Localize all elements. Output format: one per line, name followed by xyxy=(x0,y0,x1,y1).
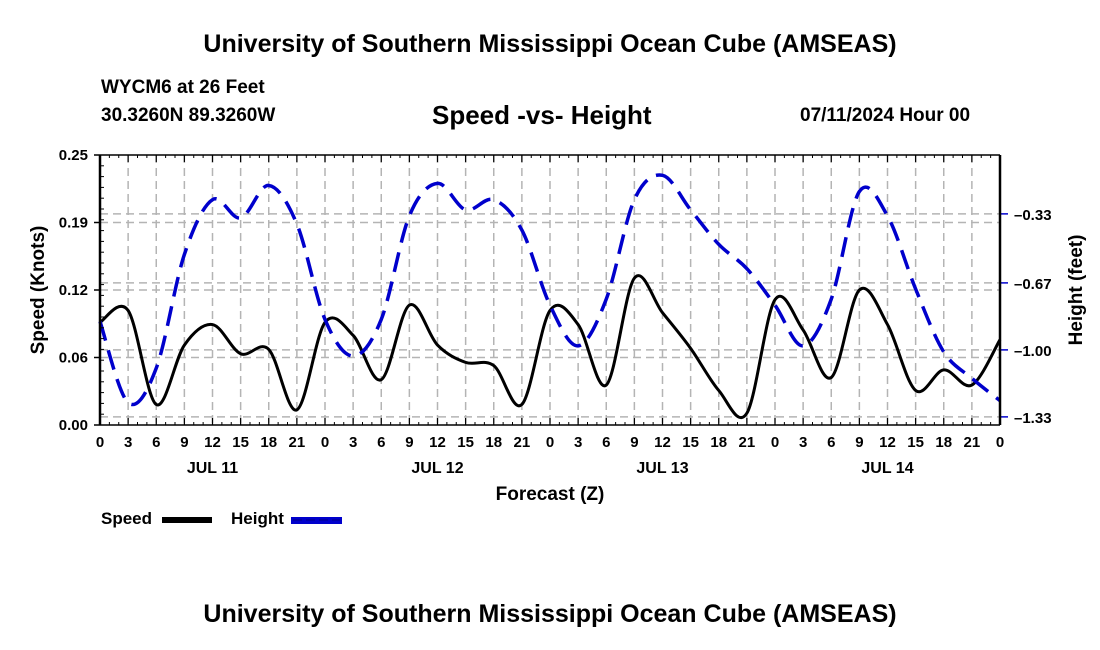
y-tick-label: 0.25 xyxy=(59,147,88,164)
legend-height-swatch xyxy=(291,517,342,524)
x-tick-label: 6 xyxy=(377,434,385,451)
x-tick-label: 0 xyxy=(321,434,329,451)
y-tick-label: 0.00 xyxy=(59,417,88,434)
y2-tick-label: –0.33 xyxy=(1014,207,1052,224)
x-tick-label: 21 xyxy=(964,434,981,451)
legend xyxy=(162,517,342,524)
plot-frame: 0 3 6 9 12 15 18 21 0 3 6 9 12 15 18 21 0 3 6 9 12 15 18 21 0 3 6 9… xyxy=(59,147,1052,477)
axis-labels: Forecast (Z) Speed (Knots) Height (feet) xyxy=(28,226,1087,505)
x-tick-label: 18 xyxy=(260,434,277,451)
series xyxy=(98,173,1002,419)
x-tick-label: 21 xyxy=(514,434,531,451)
y-tick-label: 0.12 xyxy=(59,282,88,299)
series-line-speed xyxy=(99,274,1002,419)
x-tick-label: 3 xyxy=(124,434,132,451)
x-tick-label: 12 xyxy=(654,434,671,451)
y-axis-title: Speed (Knots) xyxy=(28,226,49,355)
legend-speed-label: Speed xyxy=(101,509,153,528)
x-tick-label: 9 xyxy=(630,434,638,451)
x-tick-label: 15 xyxy=(232,434,249,451)
x-tick-label: 15 xyxy=(907,434,924,451)
x-tick-label: 21 xyxy=(739,434,756,451)
x-tick-label: 15 xyxy=(457,434,474,451)
x-tick-label: 15 xyxy=(682,434,699,451)
x-tick-label: 9 xyxy=(405,434,413,451)
x-axis-title: Forecast (Z) xyxy=(496,484,605,505)
x-tick-label: 0 xyxy=(546,434,554,451)
legend-height-label: Height xyxy=(231,509,284,528)
footer-title: University of Southern Mississippi Ocean… xyxy=(203,600,897,628)
y2-tick-label: –0.67 xyxy=(1014,276,1052,293)
y2-axis-title: Height (feet) xyxy=(1066,235,1087,346)
grid xyxy=(100,155,1000,425)
series-line-height xyxy=(98,173,1002,407)
x-tick-label: 6 xyxy=(602,434,610,451)
x-tick-label: 21 xyxy=(289,434,306,451)
date-label: JUL 12 xyxy=(411,460,463,477)
x-tick-label: 0 xyxy=(996,434,1004,451)
chart-subtitle: Speed -vs- Height xyxy=(432,100,652,130)
x-tick-label: 6 xyxy=(152,434,160,451)
forecast-datetime: 07/11/2024 Hour 00 xyxy=(800,105,971,126)
x-tick-label: 12 xyxy=(204,434,221,451)
main-title: University of Southern Mississippi Ocean… xyxy=(203,30,897,58)
x-tick-label: 9 xyxy=(855,434,863,451)
coordinates-label: 30.3260N 89.3260W xyxy=(101,105,276,126)
x-tick-label: 3 xyxy=(799,434,807,451)
x-tick-label: 0 xyxy=(96,434,104,451)
y2-tick-label: –1.00 xyxy=(1014,343,1052,360)
date-label: JUL 13 xyxy=(636,460,688,477)
x-tick-label: 9 xyxy=(180,434,188,451)
x-tick-label: 3 xyxy=(574,434,582,451)
y2-tick-label: –1.33 xyxy=(1014,410,1052,427)
x-tick-label: 12 xyxy=(429,434,446,451)
x-tick-label: 3 xyxy=(349,434,357,451)
x-tick-label: 6 xyxy=(827,434,835,451)
x-tick-label: 18 xyxy=(710,434,727,451)
x-tick-label: 18 xyxy=(935,434,952,451)
date-label: JUL 11 xyxy=(187,460,238,477)
y-tick-label: 0.06 xyxy=(59,350,88,367)
x-tick-label: 18 xyxy=(485,434,502,451)
station-label: WYCM6 at 26 Feet xyxy=(101,77,265,98)
y-tick-label: 0.19 xyxy=(59,215,88,232)
x-tick-label: 0 xyxy=(771,434,779,451)
date-label: JUL 14 xyxy=(861,460,913,477)
x-tick-label: 12 xyxy=(879,434,896,451)
